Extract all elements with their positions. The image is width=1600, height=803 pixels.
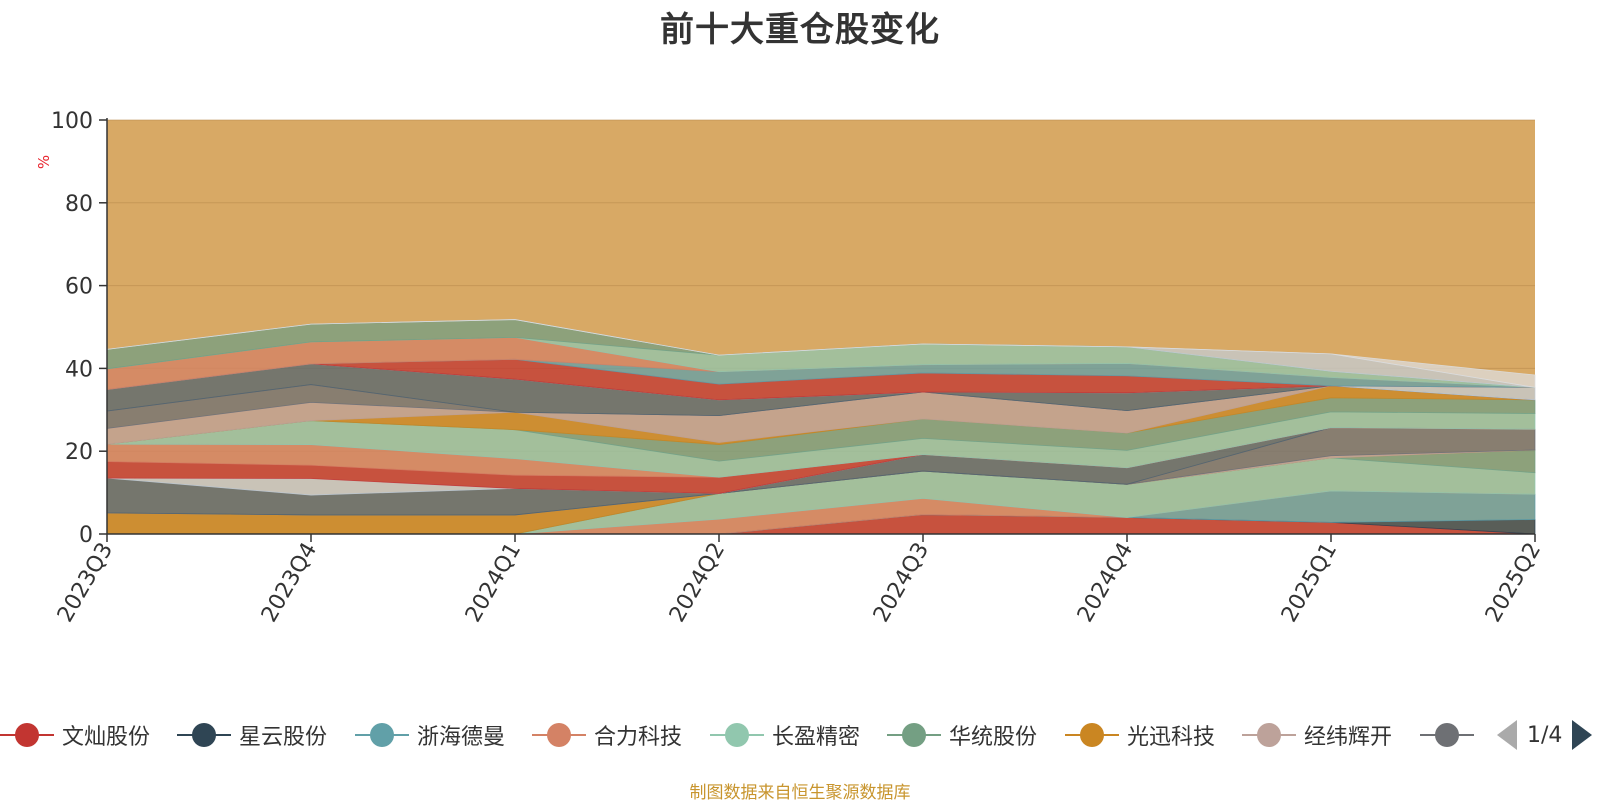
- legend-marker-icon: [710, 715, 764, 755]
- legend-marker-icon: [0, 715, 54, 755]
- y-tick-label: 40: [65, 357, 93, 382]
- legend-label: 浙海德曼: [417, 725, 506, 750]
- legend-page-indicator: 1/4: [1527, 722, 1563, 748]
- legend-marker-icon: [1242, 715, 1296, 755]
- legend-item[interactable]: 星云股份: [177, 715, 327, 755]
- legend-label: 光迅科技: [1127, 725, 1216, 750]
- legend-item[interactable]: 之江生物: [1420, 715, 1480, 755]
- legend-marker-icon: [177, 715, 231, 755]
- legend-item[interactable]: 光迅科技: [1065, 715, 1215, 755]
- legend-marker-icon: [887, 715, 941, 755]
- legend-label: 星云股份: [239, 725, 328, 750]
- x-tick-label: 2025Q1: [1277, 539, 1342, 627]
- legend-item[interactable]: 浙海德曼: [355, 715, 505, 755]
- x-tick-label: 2023Q4: [257, 539, 322, 627]
- legend-marker-icon: [1420, 715, 1474, 755]
- y-tick-label: 60: [65, 275, 93, 300]
- legend-label: 文灿股份: [62, 725, 151, 750]
- y-axis-unit-label: %: [35, 155, 53, 169]
- y-tick-label: 20: [65, 440, 93, 465]
- x-tick-label: 2023Q3: [53, 539, 118, 627]
- legend-marker-icon: [532, 715, 586, 755]
- area-chart: 文灿股份星云股份浙海德曼合力科技长盈精密华统股份光迅科技经纬辉开之江生物系列10…: [35, 109, 1546, 627]
- legend-marker-icon: [1065, 715, 1119, 755]
- chart-title: 前十大重仓股变化: [660, 10, 940, 50]
- x-tick-label: 2024Q4: [1073, 539, 1138, 627]
- legend-pager: 1/4: [1497, 718, 1593, 752]
- x-tick-label: 2025Q2: [1481, 539, 1546, 627]
- x-tick-label: 2024Q2: [665, 539, 730, 627]
- legend-item[interactable]: 合力科技: [532, 715, 682, 755]
- y-tick-label: 0: [79, 523, 93, 548]
- legend-item[interactable]: 经纬辉开: [1242, 715, 1392, 755]
- legend-item[interactable]: 文灿股份: [0, 715, 150, 755]
- y-tick-label: 100: [51, 109, 93, 134]
- area-series[interactable]: 系列27: [106, 319, 1536, 388]
- legend: 文灿股份 星云股份 浙海德曼 合力科技 长盈精密 华统股份 光迅科技 经纬辉开 之江生物: [0, 715, 1480, 755]
- legend-label: 华统股份: [949, 725, 1038, 750]
- legend-label: 经纬辉开: [1304, 725, 1393, 750]
- x-tick-label: 2024Q3: [869, 539, 934, 627]
- legend-next-page-icon[interactable]: [1572, 720, 1593, 750]
- data-source-note: 制图数据来自恒生聚源数据库: [689, 783, 911, 803]
- legend-label: 长盈精密: [772, 725, 861, 750]
- legend-marker-icon: [355, 715, 409, 755]
- x-tick-label: 2024Q1: [461, 539, 526, 627]
- legend-item[interactable]: 长盈精密: [710, 715, 860, 755]
- legend-prev-page-icon[interactable]: [1497, 720, 1517, 750]
- y-tick-label: 80: [65, 192, 93, 217]
- legend-label: 合力科技: [594, 725, 683, 750]
- legend-item[interactable]: 华统股份: [887, 715, 1037, 755]
